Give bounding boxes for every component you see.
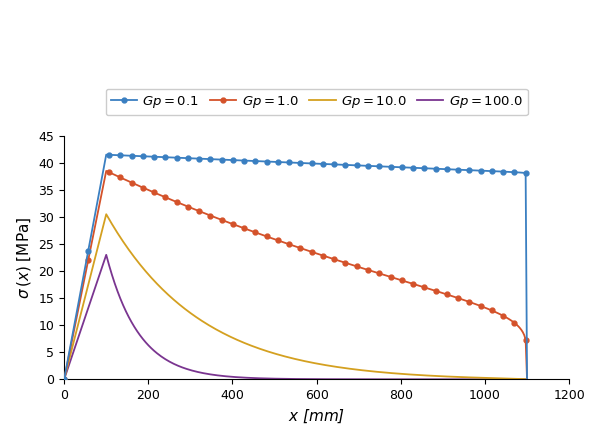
$Gp=1.0$ bbox=[103, 168, 110, 173]
$Gp=0.1$ bbox=[67, 345, 74, 350]
$Gp=100.0$ bbox=[103, 252, 110, 257]
$Gp=0.1$ bbox=[523, 377, 530, 382]
Legend: $Gp=0.1$, $Gp=1.0$, $Gp=10.0$, $Gp=100.0$: $Gp=0.1$, $Gp=1.0$, $Gp=10.0$, $Gp=100.0… bbox=[106, 89, 528, 115]
$Gp=100.0$ bbox=[226, 374, 233, 379]
$Gp=100.0$ bbox=[211, 372, 218, 378]
$Gp=10.0$ bbox=[61, 377, 68, 382]
$Gp=0.1$ bbox=[103, 152, 110, 158]
$Gp=10.0$ bbox=[211, 326, 218, 331]
$Gp=10.0$ bbox=[523, 377, 530, 382]
$Gp=1.0$ bbox=[413, 282, 421, 288]
$Gp=1.0$ bbox=[166, 196, 173, 202]
$Gp=100.0$ bbox=[413, 377, 421, 382]
$Gp=1.0$ bbox=[523, 377, 530, 382]
$Gp=10.0$ bbox=[166, 293, 173, 299]
$Gp=100.0$ bbox=[523, 377, 530, 382]
$Gp=10.0$ bbox=[67, 353, 74, 358]
$Gp=10.0$ bbox=[226, 334, 233, 339]
$Gp=10.0$ bbox=[295, 357, 302, 363]
$Gp=0.1$ bbox=[413, 165, 421, 171]
$Gp=100.0$ bbox=[61, 377, 68, 382]
$Gp=0.1$ bbox=[166, 155, 173, 160]
$Gp=0.1$ bbox=[295, 160, 302, 165]
X-axis label: $x$ [mm]: $x$ [mm] bbox=[288, 407, 345, 425]
$Gp=1.0$ bbox=[67, 347, 74, 352]
$Gp=100.0$ bbox=[295, 376, 302, 381]
$Gp=10.0$ bbox=[103, 212, 110, 217]
$Gp=1.0$ bbox=[226, 220, 233, 226]
$Gp=10.0$ bbox=[413, 372, 421, 378]
Line: $Gp=0.1$: $Gp=0.1$ bbox=[62, 152, 529, 382]
$Gp=100.0$ bbox=[166, 359, 173, 364]
$Gp=1.0$ bbox=[295, 245, 302, 250]
$Gp=1.0$ bbox=[211, 215, 218, 220]
Line: $Gp=1.0$: $Gp=1.0$ bbox=[62, 169, 529, 382]
$Gp=1.0$ bbox=[61, 377, 68, 382]
Y-axis label: $\sigma\,(x)$ [MPa]: $\sigma\,(x)$ [MPa] bbox=[15, 216, 33, 299]
$Gp=0.1$ bbox=[226, 158, 233, 163]
$Gp=0.1$ bbox=[61, 377, 68, 382]
$Gp=100.0$ bbox=[67, 359, 74, 364]
Line: $Gp=10.0$: $Gp=10.0$ bbox=[64, 214, 527, 379]
$Gp=0.1$ bbox=[211, 157, 218, 162]
Line: $Gp=100.0$: $Gp=100.0$ bbox=[64, 255, 527, 379]
